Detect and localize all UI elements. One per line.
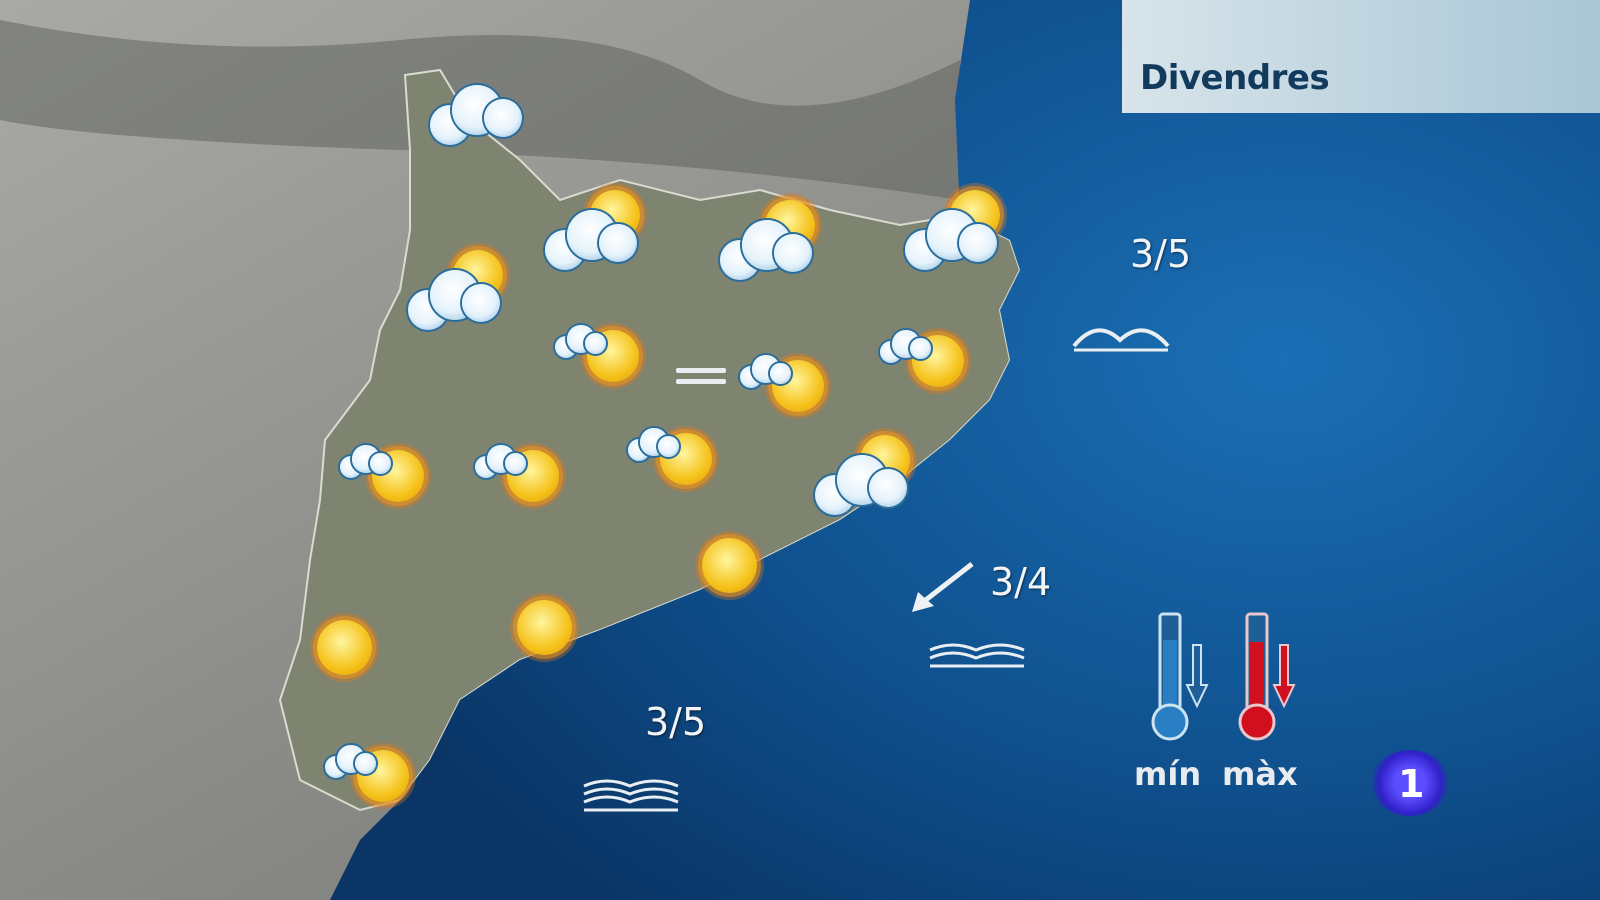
sea-state-center: 3/4: [990, 560, 1052, 604]
sun-haze-icon: [628, 418, 728, 508]
sun-cloud-icon: [905, 185, 1005, 275]
sea-state-north: 3/5: [1130, 232, 1192, 276]
day-title-box: Divendres: [1122, 0, 1600, 113]
fog-icon: [676, 368, 726, 390]
sun-icon: [305, 610, 405, 700]
waves-icon: [583, 779, 679, 812]
sun-cloud-icon: [720, 195, 820, 285]
sun-haze-icon: [475, 435, 575, 525]
thermometer-max-icon: [1238, 612, 1296, 741]
legend-max-label: màx: [1222, 755, 1298, 793]
sun-haze-icon: [325, 735, 425, 825]
sun-cloud-icon: [815, 430, 915, 520]
sun-haze-icon: [740, 345, 840, 435]
waves-icon: [929, 643, 1025, 668]
sea-state-south: 3/5: [645, 700, 707, 744]
sun-haze-icon: [555, 315, 655, 405]
wind-southwest-arrow-icon: [912, 562, 974, 612]
sun-cloud-icon: [545, 185, 645, 275]
sun-icon: [690, 528, 790, 618]
sun-haze-icon: [880, 320, 980, 410]
channel-logo: 1: [1370, 750, 1450, 816]
sun-haze-icon: [340, 435, 440, 525]
legend-min-label: mín: [1134, 755, 1202, 793]
thermometer-min-icon: [1151, 612, 1209, 741]
waves-icon: [1072, 328, 1170, 352]
sun-icon: [505, 590, 605, 680]
cloud-icon: [425, 80, 525, 170]
day-title: Divendres: [1140, 58, 1330, 98]
sun-cloud-icon: [408, 245, 508, 335]
